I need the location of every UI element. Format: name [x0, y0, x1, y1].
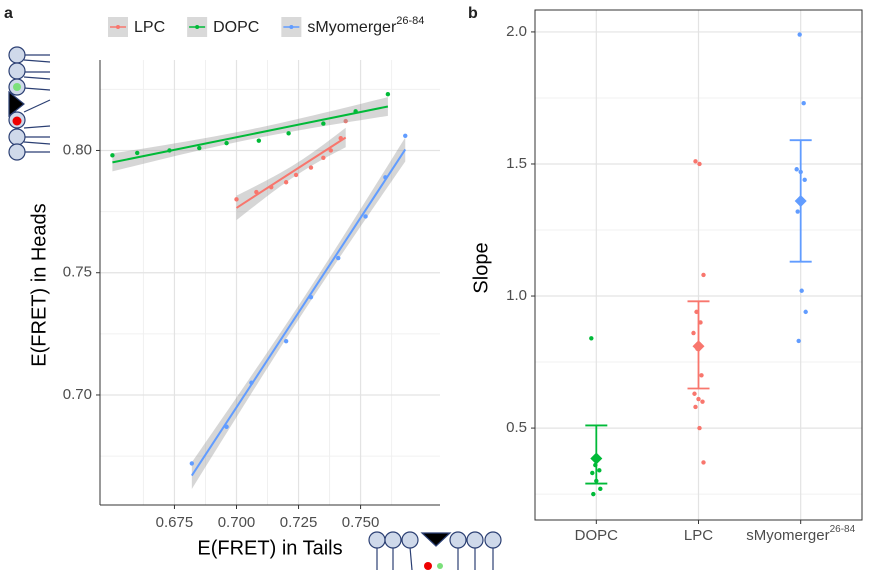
- point: [693, 404, 698, 410]
- point: [589, 336, 594, 341]
- panel-label: b: [468, 5, 478, 22]
- point: [249, 380, 254, 385]
- y-tick-label: 0.70: [63, 386, 92, 403]
- legend-superscript: 26-84: [396, 15, 424, 27]
- mean-marker: [590, 452, 603, 465]
- fit-line: [112, 105, 389, 164]
- legend-label: LPC: [134, 19, 165, 36]
- point: [293, 172, 299, 178]
- point: [189, 461, 195, 466]
- panel-label: a: [4, 5, 13, 22]
- point: [110, 153, 115, 158]
- y-tick-label: 1.0: [506, 287, 527, 304]
- point: [308, 294, 314, 300]
- point: [363, 214, 368, 219]
- fit-line: [190, 148, 407, 477]
- x-tick-label: LPC: [684, 527, 713, 544]
- point: [799, 288, 804, 293]
- lipid-icon: [8, 46, 51, 161]
- point: [598, 486, 603, 492]
- point: [796, 338, 801, 344]
- point: [693, 159, 698, 164]
- x-tick-label: sMyomerger26-84: [746, 524, 855, 544]
- y-tick-label: 1.5: [506, 155, 527, 172]
- point: [696, 396, 701, 402]
- mean-marker: [794, 194, 807, 207]
- point: [234, 197, 239, 202]
- point: [597, 468, 602, 473]
- x-tick-superscript: 26-84: [830, 524, 856, 535]
- legend-key: [116, 25, 120, 29]
- x-tick-label: 0.750: [342, 514, 380, 531]
- point: [343, 118, 348, 124]
- panel-border: [534, 9, 863, 521]
- point: [794, 167, 799, 172]
- x-tick-label: LPC: [684, 527, 713, 544]
- legend-label: DOPC: [213, 19, 259, 36]
- point: [591, 491, 596, 497]
- point: [321, 155, 326, 161]
- x-tick-label: 0.675: [156, 514, 194, 531]
- legend-label: sMyomerger26-84: [307, 15, 424, 36]
- point: [167, 148, 172, 153]
- point: [385, 92, 391, 97]
- point: [224, 424, 229, 429]
- point: [801, 101, 806, 106]
- x-tick-label: DOPC: [575, 527, 619, 544]
- point: [338, 136, 343, 141]
- point: [700, 399, 705, 404]
- x-tick-label: sMyomerger: [746, 527, 829, 544]
- y-tick-label: 0.5: [506, 419, 527, 436]
- legend-label: DOPC: [213, 19, 259, 36]
- mean-marker: [692, 340, 705, 353]
- legend-label: sMyomerger: [307, 19, 397, 36]
- y-tick-label: 2.0: [506, 23, 527, 40]
- point: [283, 338, 289, 344]
- legend-key: [289, 25, 294, 29]
- point: [321, 121, 326, 126]
- point: [691, 330, 696, 336]
- point: [697, 161, 702, 167]
- point: [328, 148, 334, 153]
- point: [254, 189, 259, 195]
- point: [795, 209, 800, 214]
- point: [256, 138, 262, 143]
- y-tick-label: 0.80: [63, 141, 92, 158]
- point: [802, 177, 807, 183]
- lipid-icon: [368, 531, 502, 570]
- point: [269, 184, 274, 190]
- point: [590, 470, 595, 476]
- x-axis-title: E(FRET) in Tails: [197, 537, 342, 559]
- point: [135, 150, 140, 156]
- point: [701, 460, 706, 465]
- point: [698, 320, 703, 325]
- point: [286, 131, 291, 136]
- point: [797, 32, 802, 37]
- point: [336, 255, 341, 261]
- point: [697, 425, 702, 431]
- y-axis-title: Slope: [470, 242, 492, 293]
- point: [692, 391, 697, 396]
- point: [803, 309, 808, 315]
- point: [197, 145, 202, 151]
- point: [308, 165, 314, 170]
- fit-line: [235, 136, 347, 209]
- point: [701, 272, 706, 278]
- point: [403, 133, 408, 138]
- point: [283, 180, 289, 185]
- x-tick-label: 0.725: [280, 514, 318, 531]
- point: [353, 109, 358, 114]
- x-tick-label: DOPC: [575, 527, 619, 544]
- x-tick-label: 0.700: [218, 514, 256, 531]
- point: [224, 140, 229, 146]
- confidence-band: [236, 127, 346, 221]
- legend-label: LPC: [134, 19, 165, 36]
- y-axis-title: E(FRET) in Heads: [28, 203, 50, 366]
- legend-key: [195, 25, 200, 29]
- point: [383, 175, 388, 180]
- y-tick-label: 0.75: [63, 264, 92, 281]
- point: [699, 373, 704, 378]
